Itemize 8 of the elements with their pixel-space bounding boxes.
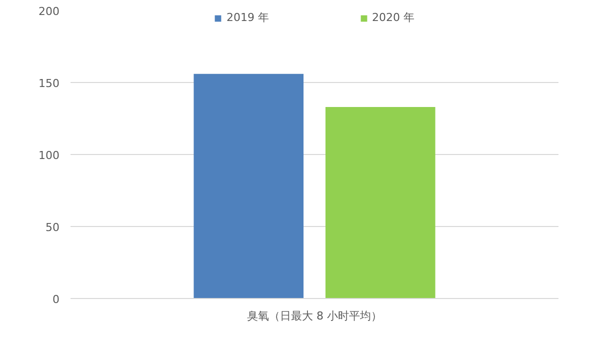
x-tick-label: 臭氧（日最大 8 小时平均） <box>247 310 382 322</box>
y-tick-label: 50 <box>46 221 60 234</box>
y-tick-label: 100 <box>38 149 60 162</box>
legend-label: 2019 年 <box>226 10 269 25</box>
y-tick-label: 200 <box>38 5 60 18</box>
y-tick-label: 0 <box>52 293 60 306</box>
y-tick-label: 150 <box>38 77 60 90</box>
legend-label: 2020 年 <box>372 10 414 25</box>
